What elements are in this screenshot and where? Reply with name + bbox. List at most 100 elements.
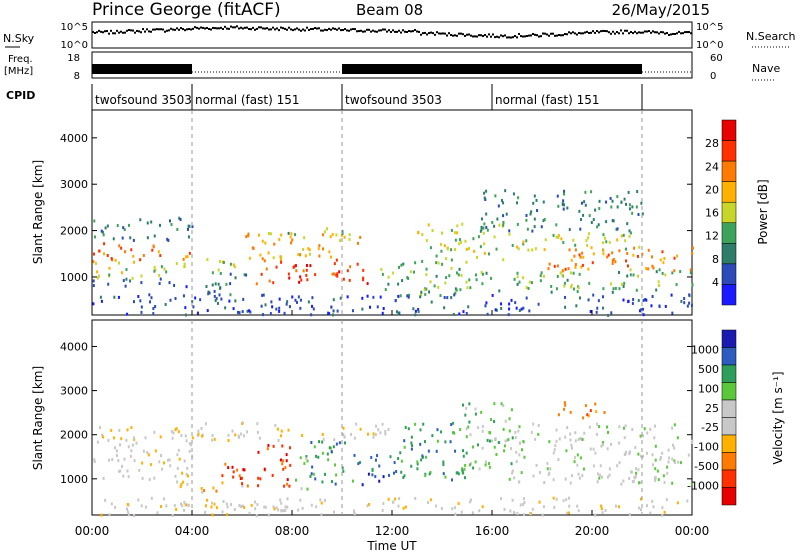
heatmap-cell [416,462,419,466]
heatmap-cell [218,293,221,297]
heatmap-cell [478,509,481,513]
heatmap-cell [374,433,377,437]
nsky-point [626,29,628,32]
heatmap-cell [133,514,136,518]
heatmap-cell [398,497,401,501]
heatmap-cell [488,431,491,435]
heatmap-cell [192,305,195,309]
heatmap-cell [556,274,559,278]
heatmap-cell [318,440,321,444]
nsky-point [138,30,140,33]
heatmap-cell [159,435,162,439]
heatmap-cell [241,421,244,425]
heatmap-cell [248,256,251,260]
heatmap-cell [410,447,413,451]
heatmap-cell [667,460,670,464]
heatmap-cell [464,239,467,243]
heatmap-cell [477,235,480,239]
heatmap-cell [592,464,595,468]
heatmap-cell [530,210,533,214]
heatmap-cell [481,446,484,450]
heatmap-cell [204,422,207,426]
nsky-point [452,34,454,37]
heatmap-cell [334,482,337,486]
heatmap-cell [594,513,597,517]
heatmap-cell [467,305,470,309]
heatmap-cell [595,410,598,414]
time-axis: 00:00 04:00 08:00 12:00 16:00 20:00 00:00 [75,524,710,538]
heatmap-cell [588,232,591,236]
heatmap-cell [467,425,470,429]
heatmap-cell [553,505,556,509]
heatmap-cell [387,282,390,286]
colorbar-tick-label: 25 [705,402,719,415]
heatmap-cell [275,265,278,269]
heatmap-cell [555,428,558,432]
heatmap-cell [414,422,417,426]
heatmap-cell [516,512,519,516]
heatmap-cell [242,468,245,472]
heatmap-cell [280,501,283,505]
heatmap-cell [280,429,283,433]
heatmap-cell [313,445,316,449]
nsky-point [628,32,630,35]
heatmap-cell [617,505,620,509]
heatmap-cell [557,235,560,239]
nsky-point [154,28,156,31]
heatmap-cell [393,461,396,465]
heatmap-cell [149,463,152,467]
heatmap-cell [533,225,536,229]
heatmap-cell [578,476,581,480]
heatmap-cell [631,301,634,305]
heatmap-cell [453,247,456,251]
nsky-strip: N.Sky 10^5 10^0 10^5 10^0 N.Search [3,21,796,51]
heatmap-cell [121,464,124,468]
heatmap-cell [436,428,439,432]
nsky-point [400,31,402,34]
nsky-point [402,29,404,32]
heatmap-cell [673,256,676,260]
heatmap-cell [315,505,318,509]
heatmap-cell [642,298,645,302]
heatmap-cell [221,510,224,514]
heatmap-cell [579,436,582,440]
heatmap-cell [220,297,223,301]
heatmap-cell [295,478,298,482]
heatmap-cell [278,237,281,241]
nsky-point [632,32,634,35]
heatmap-cell [676,254,679,258]
heatmap-cell [632,253,635,257]
heatmap-cell [508,302,511,306]
heatmap-cell [543,248,546,252]
heatmap-cell [558,437,561,441]
heatmap-cell [248,511,251,515]
heatmap-cell [651,264,654,268]
heatmap-cell [570,446,573,450]
heatmap-cell [640,201,643,205]
heatmap-cell [305,455,308,459]
heatmap-cell [472,445,475,449]
heatmap-cell [503,449,506,453]
heatmap-cell [587,236,590,240]
heatmap-cell [502,201,505,205]
heatmap-cell [651,453,654,457]
heatmap-cell [671,481,674,485]
heatmap-cell [400,470,403,474]
heatmap-cell [137,498,140,502]
heatmap-cell [601,441,604,445]
heatmap-cell [392,471,395,475]
nsky-point [96,31,98,34]
heatmap-cell [602,248,605,252]
colorbar-swatch [721,382,737,401]
heatmap-cell [152,312,155,316]
heatmap-cell [673,269,676,273]
heatmap-cell [142,449,145,453]
heatmap-cell [515,306,518,310]
heatmap-cell [691,251,694,255]
nsky-point [432,32,434,35]
nsky-point [688,31,690,34]
heatmap-cell [324,498,327,502]
heatmap-cell [456,224,459,228]
heatmap-cell [552,478,555,482]
nsky-point [148,30,150,33]
